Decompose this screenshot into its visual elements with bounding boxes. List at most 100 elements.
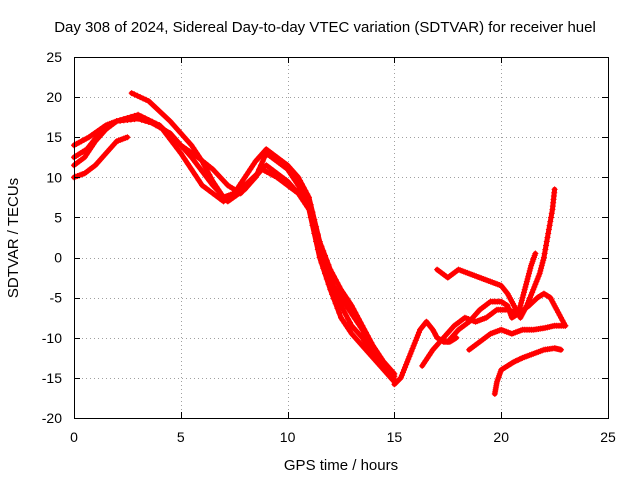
data-point: [192, 171, 199, 178]
data-point: [545, 230, 552, 237]
data-point: [368, 339, 375, 346]
data-point: [403, 361, 410, 368]
data-point: [202, 185, 209, 192]
data-point: [302, 187, 309, 194]
data-point: [518, 300, 525, 307]
data-point: [528, 291, 535, 298]
data-point: [152, 104, 159, 111]
data-point: [525, 270, 532, 277]
data-point: [537, 267, 544, 274]
data-point: [548, 214, 555, 221]
data-point: [128, 90, 135, 97]
data-point: [320, 247, 327, 254]
series-track-3: [71, 111, 398, 383]
data-point: [429, 326, 436, 333]
data-point: [263, 162, 270, 169]
data-point: [199, 158, 206, 165]
y-tick-label: 20: [46, 89, 62, 105]
data-point: [355, 316, 362, 323]
data-point: [177, 130, 184, 137]
data-point: [321, 252, 328, 259]
data-point: [125, 115, 132, 122]
data-point: [131, 91, 138, 98]
data-point: [540, 257, 547, 264]
x-tick-label: 10: [280, 429, 296, 445]
data-point: [350, 306, 357, 313]
data-point: [364, 332, 371, 339]
data-point: [547, 218, 554, 225]
data-point: [412, 337, 419, 344]
data-point: [404, 358, 411, 365]
data-point: [202, 164, 209, 171]
data-point: [531, 297, 538, 304]
data-points: [71, 90, 569, 397]
series-trail: [71, 114, 397, 385]
data-point: [408, 348, 415, 355]
data-point: [346, 319, 353, 326]
data-point: [531, 283, 538, 290]
data-point: [538, 262, 545, 269]
data-point: [327, 286, 334, 293]
data-point: [124, 134, 131, 141]
data-point: [188, 166, 195, 173]
data-point: [253, 172, 260, 179]
y-axis-ticks: -20 -15 -10 -5 0 5 10 15 20 25: [42, 49, 608, 426]
data-point: [325, 261, 332, 268]
data-point: [512, 358, 519, 365]
data-point: [536, 270, 543, 277]
data-point: [523, 278, 530, 285]
data-point: [298, 181, 305, 188]
data-point: [140, 95, 147, 102]
data-point: [206, 171, 213, 178]
data-point: [556, 312, 563, 319]
data-point: [402, 364, 409, 371]
data-point: [359, 322, 366, 329]
data-point: [288, 185, 295, 192]
data-point: [334, 279, 341, 286]
data-point: [366, 336, 373, 343]
x-axis-label: GPS time / hours: [284, 457, 398, 474]
series-track-4: [71, 114, 398, 385]
data-point: [323, 257, 330, 264]
series-track-5: [128, 90, 398, 377]
data-point: [503, 289, 510, 296]
plot-frame: [74, 57, 609, 419]
data-point: [432, 332, 439, 339]
data-point: [313, 223, 320, 230]
data-point: [156, 124, 163, 131]
data-point: [163, 114, 170, 121]
data-point: [399, 369, 406, 376]
data-point: [334, 305, 341, 312]
series-track-2: [71, 115, 398, 380]
data-point: [181, 134, 188, 141]
data-point: [320, 265, 327, 272]
data-point: [341, 309, 348, 316]
data-point: [540, 254, 547, 261]
data-point: [174, 138, 181, 145]
data-point: [413, 334, 420, 341]
data-point: [142, 96, 149, 103]
data-point: [314, 231, 321, 238]
data-point: [332, 276, 339, 283]
data-point: [431, 329, 438, 336]
data-point: [391, 370, 398, 377]
data-point: [538, 265, 545, 272]
data-point: [543, 242, 550, 249]
data-point: [398, 372, 405, 379]
data-point: [352, 309, 359, 316]
data-point: [354, 312, 361, 319]
data-point: [145, 118, 152, 125]
data-point: [336, 310, 343, 317]
data-point: [167, 118, 174, 125]
data-point: [525, 273, 532, 280]
series-track-11: [491, 345, 565, 397]
data-point: [329, 269, 336, 276]
x-tick-label: 5: [177, 429, 185, 445]
data-point: [256, 169, 263, 176]
data-point: [543, 238, 550, 245]
data-point: [116, 117, 123, 124]
data-point: [406, 353, 413, 360]
data-point: [431, 330, 438, 337]
data-point: [362, 329, 369, 336]
y-tick-label: 15: [46, 129, 62, 145]
